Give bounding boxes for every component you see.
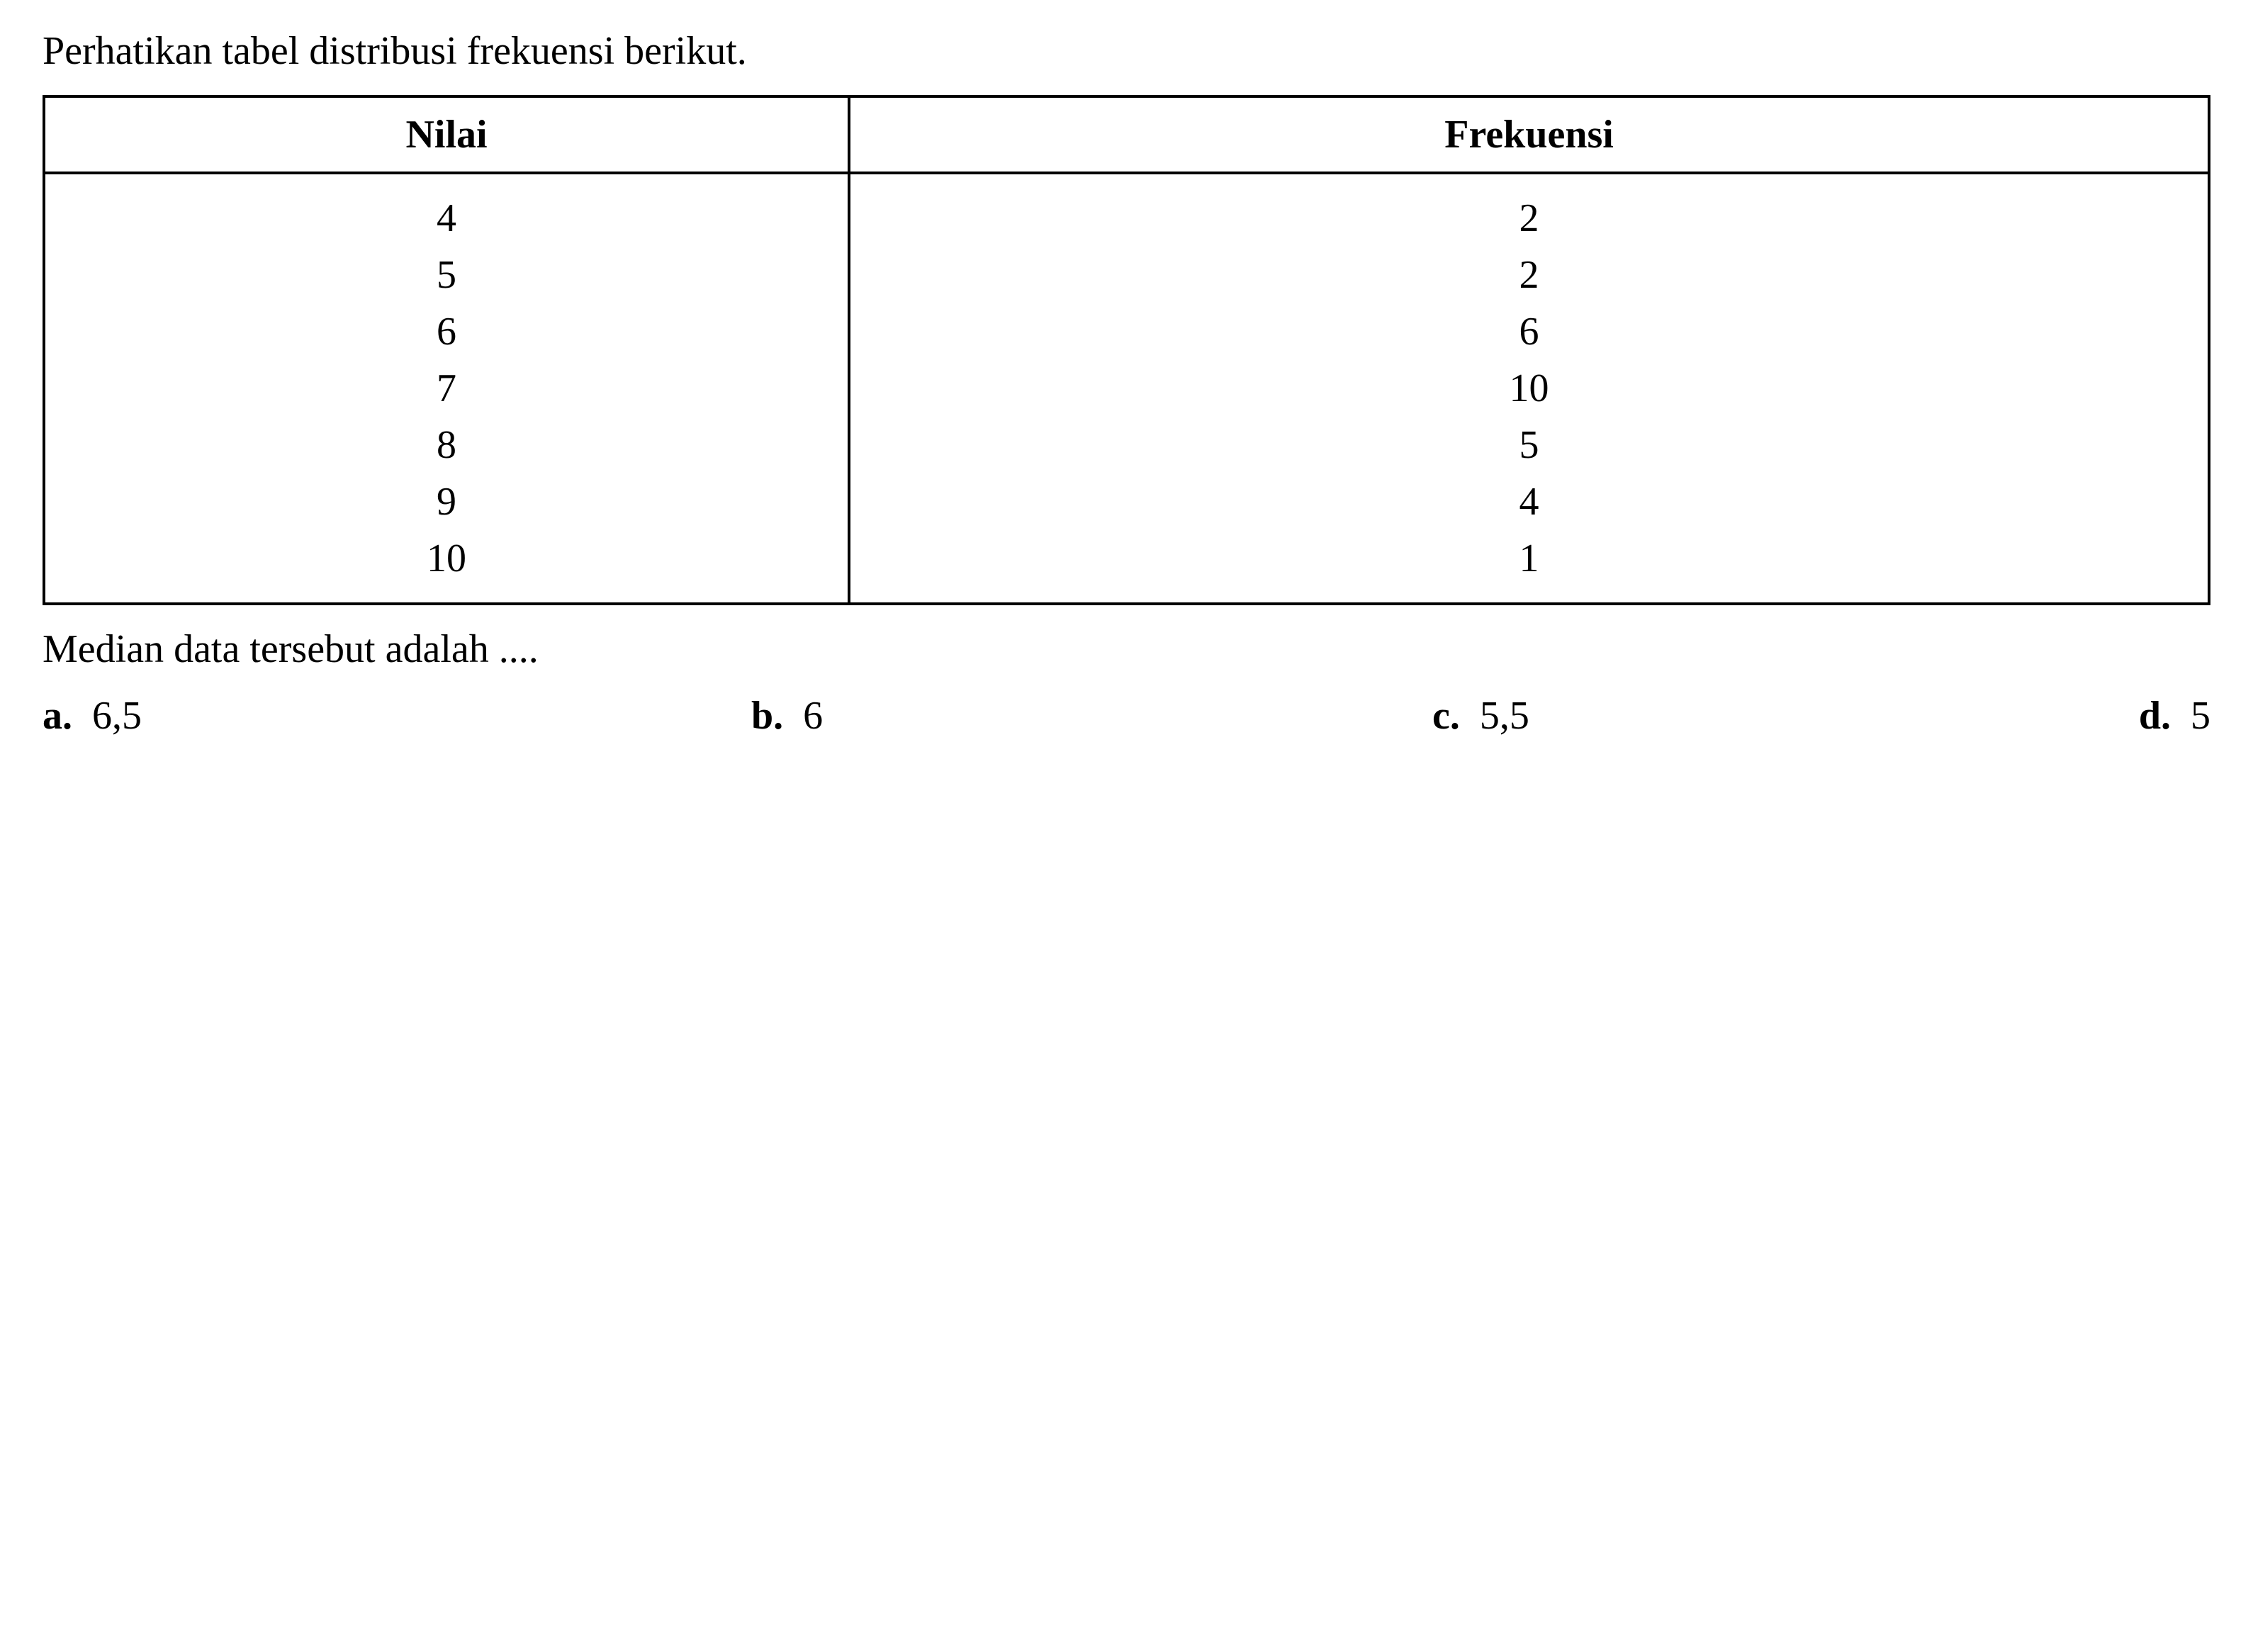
table-cell-frekuensi: 10 [849, 360, 2209, 417]
table-cell-nilai: 8 [44, 417, 849, 473]
table-row: 10 1 [44, 530, 2209, 604]
table-cell-frekuensi: 1 [849, 530, 2209, 604]
option-d: d. 5 [2139, 693, 2210, 738]
column-header-frekuensi: Frekuensi [849, 96, 2209, 173]
table-cell-nilai: 4 [44, 173, 849, 247]
table-header-row: Nilai Frekuensi [44, 96, 2209, 173]
table-cell-frekuensi: 2 [849, 173, 2209, 247]
table-row: 4 2 [44, 173, 2209, 247]
table-cell-nilai: 7 [44, 360, 849, 417]
table-cell-nilai: 6 [44, 303, 849, 360]
answer-options: a. 6,5 b. 6 c. 5,5 d. 5 [43, 693, 2210, 738]
option-b: b. 6 [751, 693, 823, 738]
table-cell-frekuensi: 2 [849, 247, 2209, 303]
question-text: Median data tersebut adalah .... [43, 626, 2210, 672]
option-a: a. 6,5 [43, 693, 142, 738]
table-cell-nilai: 9 [44, 473, 849, 530]
option-letter: a. [43, 693, 72, 738]
table-row: 8 5 [44, 417, 2209, 473]
table-cell-frekuensi: 6 [849, 303, 2209, 360]
table-cell-nilai: 10 [44, 530, 849, 604]
option-value: 6 [803, 693, 823, 738]
option-value: 5 [2191, 693, 2210, 738]
table-row: 9 4 [44, 473, 2209, 530]
frequency-table: Nilai Frekuensi 4 2 5 2 6 6 7 10 8 5 9 4 [43, 95, 2210, 605]
option-letter: b. [751, 693, 783, 738]
table-cell-nilai: 5 [44, 247, 849, 303]
table-row: 7 10 [44, 360, 2209, 417]
table-cell-frekuensi: 4 [849, 473, 2209, 530]
table-row: 5 2 [44, 247, 2209, 303]
option-value: 5,5 [1480, 693, 1529, 738]
table-cell-frekuensi: 5 [849, 417, 2209, 473]
problem-title: Perhatikan tabel distribusi frekuensi be… [43, 28, 2210, 74]
column-header-nilai: Nilai [44, 96, 849, 173]
option-c: c. 5,5 [1432, 693, 1529, 738]
table-row: 6 6 [44, 303, 2209, 360]
option-letter: c. [1432, 693, 1460, 738]
option-letter: d. [2139, 693, 2171, 738]
option-value: 6,5 [92, 693, 142, 738]
